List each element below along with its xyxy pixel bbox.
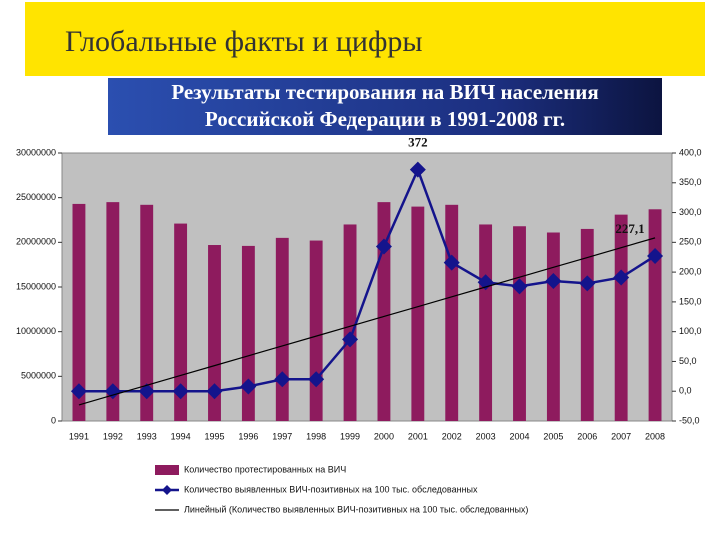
trend-line bbox=[78, 237, 656, 406]
y2-tick-label: 400,0 bbox=[679, 147, 702, 157]
y2-tick-label: 300,0 bbox=[679, 207, 702, 217]
bar bbox=[241, 245, 255, 421]
bar bbox=[174, 223, 188, 421]
y2-tick-label: 50,0 bbox=[679, 356, 697, 366]
bar bbox=[343, 224, 357, 421]
y2-tick-label: 100,0 bbox=[679, 326, 702, 336]
legend-label: Линейный (Количество выявленных ВИЧ-пози… bbox=[184, 504, 528, 514]
bar bbox=[208, 245, 221, 421]
x-tick-label: 2001 bbox=[408, 431, 428, 441]
marker bbox=[443, 254, 460, 271]
x-tick-label: 1999 bbox=[340, 431, 360, 441]
bar bbox=[72, 203, 86, 421]
y2-tick-label: -50,0 bbox=[679, 415, 700, 425]
bar bbox=[648, 209, 662, 421]
x-tick-label: 2005 bbox=[543, 431, 563, 441]
y-tick-label: 20000000 bbox=[16, 237, 56, 247]
bar bbox=[445, 204, 459, 421]
x-tick-label: 2000 bbox=[374, 431, 394, 441]
marker bbox=[206, 383, 223, 400]
marker bbox=[308, 371, 325, 388]
marker bbox=[375, 238, 392, 255]
legend-label: Количество выявленных ВИЧ-позитивных на … bbox=[184, 484, 478, 494]
marker bbox=[138, 383, 155, 400]
x-tick-label: 2008 bbox=[645, 431, 665, 441]
bar bbox=[275, 237, 289, 421]
y2-tick-label: 250,0 bbox=[679, 237, 702, 247]
data-label: 372 bbox=[408, 135, 428, 150]
marker bbox=[409, 161, 426, 178]
marker bbox=[240, 378, 257, 395]
marker bbox=[172, 383, 189, 400]
y2-tick-label: 0,0 bbox=[679, 386, 692, 396]
bar bbox=[411, 206, 425, 421]
marker bbox=[511, 278, 528, 295]
subtitle: Результаты тестирования на ВИЧ населения bbox=[171, 80, 598, 104]
bar bbox=[106, 202, 120, 421]
y-tick-label: 5000000 bbox=[21, 371, 56, 381]
x-tick-label: 1993 bbox=[137, 431, 157, 441]
title-bar bbox=[25, 2, 705, 76]
title: Глобальные факты и цифры bbox=[65, 25, 423, 58]
y-tick-label: 15000000 bbox=[16, 281, 56, 291]
marker bbox=[647, 247, 664, 264]
y-tick-label: 25000000 bbox=[16, 192, 56, 202]
marker bbox=[342, 331, 359, 348]
y2-tick-label: 350,0 bbox=[679, 177, 702, 187]
marker bbox=[613, 269, 630, 286]
x-tick-label: 1996 bbox=[238, 431, 258, 441]
y2-tick-label: 150,0 bbox=[679, 296, 702, 306]
bar bbox=[546, 232, 560, 421]
legend-swatch bbox=[155, 465, 179, 475]
bar bbox=[580, 228, 594, 421]
bar bbox=[140, 204, 154, 421]
x-tick-label: 1994 bbox=[171, 431, 191, 441]
subtitle: Российской Федерации в 1991-2008 гг. bbox=[205, 107, 565, 131]
x-tick-label: 2003 bbox=[476, 431, 496, 441]
legend-marker bbox=[162, 485, 172, 495]
marker bbox=[274, 371, 291, 388]
y-tick-label: 0 bbox=[51, 415, 56, 425]
marker bbox=[70, 383, 87, 400]
bar bbox=[479, 224, 493, 421]
x-tick-label: 2007 bbox=[611, 431, 631, 441]
x-tick-label: 1991 bbox=[69, 431, 89, 441]
x-tick-label: 1995 bbox=[204, 431, 224, 441]
y-tick-label: 10000000 bbox=[16, 326, 56, 336]
bar bbox=[513, 226, 526, 421]
x-tick-label: 1998 bbox=[306, 431, 326, 441]
x-tick-label: 2002 bbox=[442, 431, 462, 441]
x-tick-label: 1992 bbox=[103, 431, 123, 441]
data-label: 227,1 bbox=[615, 221, 644, 236]
x-tick-label: 1997 bbox=[272, 431, 292, 441]
subtitle-box bbox=[108, 78, 662, 135]
y2-tick-label: 200,0 bbox=[679, 266, 702, 276]
y-tick-label: 30000000 bbox=[16, 147, 56, 157]
marker bbox=[545, 273, 562, 290]
legend-label: Количество протестированных на ВИЧ bbox=[184, 464, 346, 474]
plot-area bbox=[61, 152, 673, 422]
bar bbox=[614, 214, 628, 421]
x-tick-label: 2006 bbox=[577, 431, 597, 441]
marker bbox=[579, 275, 596, 292]
x-tick-label: 2004 bbox=[509, 431, 529, 441]
bar bbox=[309, 240, 323, 421]
marker bbox=[104, 383, 121, 400]
